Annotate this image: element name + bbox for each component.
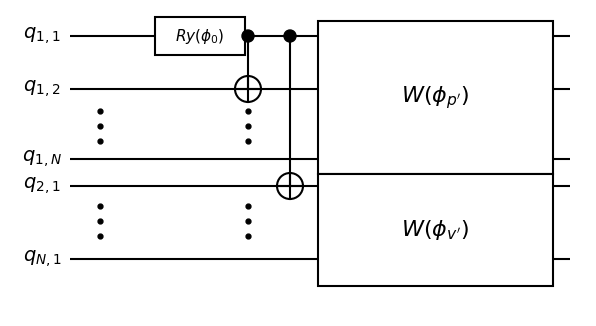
Text: $\mathit{q_{N,1}}$: $\mathit{q_{N,1}}$ (23, 248, 61, 270)
FancyBboxPatch shape (155, 17, 245, 55)
Text: $W(\phi_{v^{\prime}})$: $W(\phi_{v^{\prime}})$ (402, 218, 470, 242)
Text: $\mathit{q_{1,2}}$: $\mathit{q_{1,2}}$ (23, 79, 61, 99)
FancyBboxPatch shape (318, 174, 553, 286)
Circle shape (242, 30, 254, 42)
Text: $\mathit{q_{1,N}}$: $\mathit{q_{1,N}}$ (22, 149, 62, 170)
FancyBboxPatch shape (318, 21, 553, 174)
Circle shape (284, 30, 296, 42)
Text: $\mathit{q_{2,1}}$: $\mathit{q_{2,1}}$ (23, 175, 61, 197)
Text: $\mathit{q_{1,1}}$: $\mathit{q_{1,1}}$ (23, 25, 61, 46)
Text: $Ry(\phi_0)$: $Ry(\phi_0)$ (175, 26, 225, 46)
Text: $W(\phi_{p^{\prime}})$: $W(\phi_{p^{\prime}})$ (401, 84, 470, 111)
